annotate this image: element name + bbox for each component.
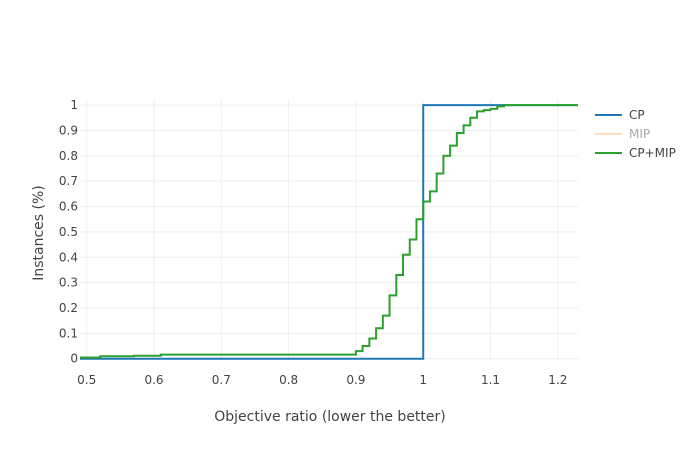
series-line-cp-mip: [80, 104, 578, 359]
y-tick-label: 0.5: [59, 225, 78, 239]
legend: CP MIP CP+MIP: [595, 108, 676, 160]
y-tick-label: 0.3: [59, 276, 78, 290]
y-tick-label: 0.6: [59, 200, 78, 214]
x-tick-label: 1.1: [481, 373, 500, 387]
y-tick-label: 0: [70, 352, 78, 366]
x-axis-title: Objective ratio (lower the better): [214, 409, 446, 425]
y-tick-label: 0.9: [59, 123, 78, 137]
legend-item[interactable]: CP+MIP: [595, 146, 676, 160]
legend-label: MIP: [629, 127, 650, 141]
legend-item[interactable]: MIP: [595, 127, 650, 141]
x-tick-labels: 0.5 0.6 0.7 0.8 0.9 1 1.1 1.2: [77, 373, 567, 387]
y-tick-label: 0.4: [59, 250, 78, 264]
y-tick-label: 1: [70, 98, 78, 112]
y-axis-title: Instances (%): [31, 185, 47, 281]
x-tick-label: 0.7: [212, 373, 231, 387]
x-tick-label: 0.8: [279, 373, 298, 387]
y-tick-labels: 0 0.1 0.2 0.3 0.4 0.5 0.6 0.7 0.8 0.9 1: [59, 98, 78, 366]
y-tick-label: 0.2: [59, 301, 78, 315]
legend-label: CP: [629, 108, 645, 122]
legend-item[interactable]: CP: [595, 108, 645, 122]
series-lines: [80, 104, 578, 360]
x-tick-label: 0.5: [77, 373, 96, 387]
y-tick-label: 0.1: [59, 326, 78, 340]
x-tick-label: 0.6: [144, 373, 163, 387]
series-line-cp: [80, 104, 578, 360]
y-tick-label: 0.7: [59, 174, 78, 188]
x-tick-label: 1.2: [548, 373, 567, 387]
x-tick-label: 1: [419, 373, 427, 387]
legend-label: CP+MIP: [629, 146, 676, 160]
y-tick-label: 0.8: [59, 149, 78, 163]
gridlines: [80, 100, 578, 360]
x-tick-label: 0.9: [346, 373, 365, 387]
